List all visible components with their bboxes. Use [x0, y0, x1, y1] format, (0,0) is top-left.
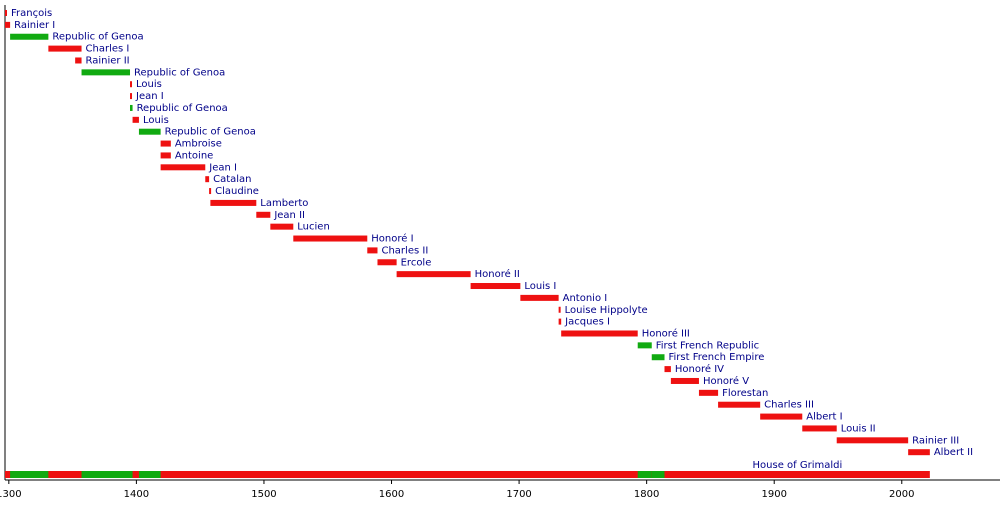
reign-label: Ercole	[401, 257, 432, 268]
reign-bar	[558, 306, 561, 313]
reign-label: Claudine	[215, 186, 259, 197]
x-tick-label: 1600	[379, 489, 404, 500]
summary-label: House of Grimaldi	[753, 460, 843, 471]
reign-label: Honoré II	[475, 268, 520, 280]
reign-label: Albert II	[934, 447, 973, 458]
reign-label: Republic of Genoa	[137, 103, 228, 114]
reign-bar	[670, 377, 699, 384]
reign-label: Jean I	[135, 91, 164, 102]
reign-label: Lucien	[297, 222, 330, 233]
reign-label: Republic of Genoa	[134, 67, 225, 78]
reign-bar	[908, 449, 930, 456]
reign-bar	[75, 57, 82, 64]
reign-label: Antoine	[175, 150, 214, 161]
reign-label: Jacques I	[564, 317, 610, 328]
reign-label: Honoré I	[371, 233, 413, 245]
reign-label: François	[11, 8, 52, 19]
summary-segment	[651, 471, 665, 478]
reign-bar	[367, 247, 378, 254]
reign-bar	[210, 199, 257, 206]
reign-bar	[664, 366, 671, 373]
reign-label: Honoré III	[642, 327, 690, 339]
reign-label: Jean II	[273, 210, 305, 221]
reign-label: Charles I	[86, 44, 130, 55]
reign-label: Republic of Genoa	[165, 127, 256, 138]
x-tick-label: 1800	[634, 489, 659, 500]
reign-label: Catalan	[213, 174, 251, 185]
reign-label: Honoré V	[703, 375, 749, 387]
reign-bar	[160, 164, 206, 171]
reign-label: Lamberto	[260, 198, 308, 209]
reign-bar	[651, 354, 665, 361]
reign-bar	[130, 81, 133, 88]
reign-label: Albert I	[806, 412, 842, 423]
reign-label: First French Republic	[656, 340, 759, 351]
reign-bar	[718, 401, 761, 408]
reign-label: Honoré IV	[675, 363, 724, 375]
summary-segment	[81, 471, 131, 478]
x-tick-label: 1300	[0, 489, 22, 500]
summary-segment	[130, 471, 133, 478]
reign-label: Antonio I	[563, 293, 608, 304]
reign-label: Louis	[143, 115, 169, 126]
reign-bar	[130, 104, 133, 111]
reign-bar	[270, 223, 294, 230]
summary-bar	[5, 471, 930, 478]
reign-label: Rainier III	[912, 435, 959, 446]
reign-bar	[5, 10, 7, 16]
reign-label: Rainier I	[14, 20, 55, 31]
reign-label: Charles II	[381, 245, 428, 256]
reign-bar	[396, 271, 471, 278]
reign-bar	[81, 69, 131, 76]
reign-bar	[5, 21, 11, 28]
x-tick-label: 1700	[506, 489, 531, 500]
reign-label: Charles III	[764, 400, 814, 411]
reign-label: First French Empire	[669, 352, 765, 363]
reign-bar	[520, 294, 559, 301]
reign-label: Rainier II	[86, 55, 130, 66]
x-tick-label: 1900	[761, 489, 786, 500]
reign-label: Louis	[136, 79, 162, 90]
reign-bar	[293, 235, 368, 242]
reign-label: Louis II	[841, 423, 876, 434]
reign-bar	[10, 33, 49, 40]
reign-label: Florestan	[722, 388, 768, 399]
reign-bar	[377, 259, 397, 266]
reign-bar	[802, 425, 837, 432]
reign-bar	[561, 330, 638, 337]
reign-bar	[209, 188, 212, 195]
reign-label: Louise Hippolyte	[565, 305, 648, 316]
reign-bar	[256, 211, 271, 218]
reign-bar	[637, 342, 652, 349]
summary-segment	[10, 471, 49, 478]
reign-bar	[205, 176, 210, 183]
reign-bar	[138, 128, 161, 135]
reign-bar	[698, 389, 719, 396]
reign-label: Jean I	[208, 162, 237, 173]
reign-bar	[130, 93, 133, 100]
reign-bar	[160, 152, 171, 159]
x-tick-label: 2000	[889, 489, 914, 500]
reign-bar	[132, 116, 139, 123]
reign-bar	[470, 283, 521, 290]
summary-segment	[637, 471, 652, 478]
reign-bar	[160, 140, 171, 147]
reign-label: Louis I	[524, 281, 556, 292]
x-tick-label: 1400	[124, 489, 149, 500]
reign-label: Ambroise	[175, 139, 222, 150]
reign-bar	[760, 413, 803, 420]
reign-label: Republic of Genoa	[52, 32, 143, 43]
x-tick-label: 1500	[251, 489, 276, 500]
reign-bar	[836, 437, 909, 444]
reign-bar	[558, 318, 562, 325]
reign-bar	[48, 45, 82, 52]
summary-segment	[138, 471, 161, 478]
